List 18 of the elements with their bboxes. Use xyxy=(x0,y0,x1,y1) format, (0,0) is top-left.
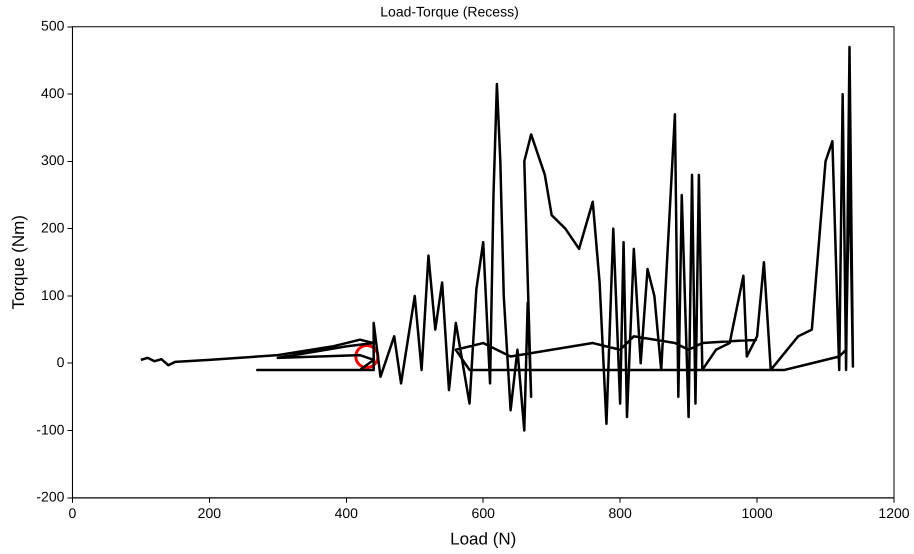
y-axis-title: Torque (Nm) xyxy=(8,215,28,310)
y-tick-label: 500 xyxy=(41,18,65,34)
y-tick-label: -100 xyxy=(36,421,65,438)
x-tick-label: 200 xyxy=(198,505,222,522)
x-tick-label: 1200 xyxy=(878,505,910,522)
y-tick-label: 100 xyxy=(41,286,65,303)
y-tick-label: 0 xyxy=(56,354,65,370)
x-tick-label: 0 xyxy=(68,505,77,522)
x-tick-label: 600 xyxy=(472,505,496,522)
y-tick-label: 200 xyxy=(41,220,65,236)
x-tick-label: 800 xyxy=(608,505,632,522)
y-tick-label: -200 xyxy=(36,488,65,505)
x-axis-title: Load (N) xyxy=(450,529,516,548)
x-tick-label: 1000 xyxy=(741,505,773,522)
y-tick-label: 400 xyxy=(41,84,65,101)
chart-title: Load-Torque (Recess) xyxy=(380,3,519,20)
x-tick-label: 400 xyxy=(334,505,358,522)
y-tick-label: 300 xyxy=(41,152,65,168)
